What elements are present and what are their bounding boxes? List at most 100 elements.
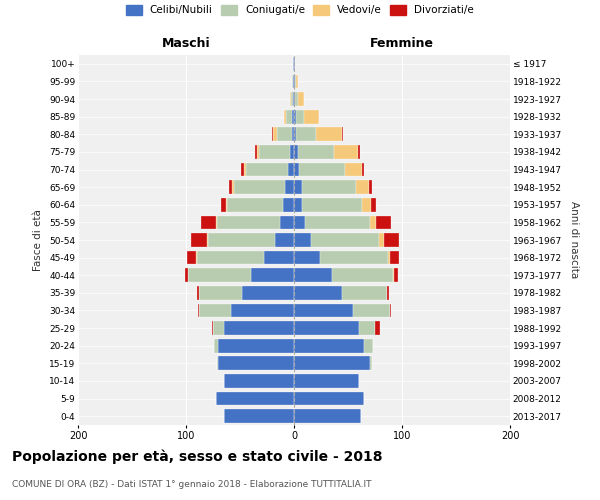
Bar	[370, 356, 372, 370]
Bar	[387, 286, 389, 300]
Bar	[188, 268, 251, 282]
Bar	[294, 233, 311, 247]
Bar	[294, 410, 361, 423]
Bar	[368, 180, 372, 194]
Bar	[241, 162, 244, 176]
Bar	[229, 180, 232, 194]
Bar	[264, 250, 294, 264]
Bar	[320, 250, 388, 264]
Bar	[371, 198, 376, 211]
Bar	[214, 339, 218, 352]
Bar	[341, 286, 387, 300]
Bar	[294, 145, 298, 159]
Bar	[275, 233, 294, 247]
Legend: Celibi/Nubili, Coniugati/e, Vedovi/e, Divorziati/e: Celibi/Nubili, Coniugati/e, Vedovi/e, Di…	[126, 5, 474, 15]
Bar	[218, 356, 294, 370]
Bar	[356, 180, 368, 194]
Bar	[287, 162, 294, 176]
Y-axis label: Fasce di età: Fasce di età	[34, 209, 43, 271]
Bar	[217, 216, 280, 230]
Bar	[345, 162, 362, 176]
Bar	[298, 92, 304, 106]
Text: COMUNE DI ORA (BZ) - Dati ISTAT 1° gennaio 2018 - Elaborazione TUTTITALIA.IT: COMUNE DI ORA (BZ) - Dati ISTAT 1° genna…	[12, 480, 371, 489]
Bar	[201, 216, 216, 230]
Bar	[272, 128, 274, 141]
Bar	[296, 128, 316, 141]
Bar	[294, 339, 364, 352]
Bar	[353, 304, 390, 318]
Bar	[294, 392, 364, 406]
Bar	[216, 392, 294, 406]
Bar	[296, 110, 304, 124]
Bar	[294, 216, 305, 230]
Bar	[358, 145, 360, 159]
Bar	[294, 198, 302, 211]
Bar	[274, 128, 277, 141]
Bar	[316, 128, 341, 141]
Bar	[298, 145, 334, 159]
Bar	[191, 233, 206, 247]
Bar	[185, 268, 188, 282]
Bar	[294, 356, 370, 370]
Bar	[294, 286, 341, 300]
Text: Maschi: Maschi	[161, 36, 211, 50]
Bar	[187, 250, 196, 264]
Bar	[305, 216, 370, 230]
Bar	[224, 410, 294, 423]
Bar	[198, 304, 199, 318]
Bar	[227, 198, 283, 211]
Bar	[332, 268, 394, 282]
Bar	[294, 110, 296, 124]
Bar	[311, 233, 379, 247]
Bar	[362, 162, 364, 176]
Bar	[259, 145, 290, 159]
Bar	[280, 216, 294, 230]
Bar	[299, 162, 345, 176]
Bar	[292, 74, 293, 88]
Bar	[390, 250, 399, 264]
Bar	[213, 321, 224, 335]
Bar	[292, 110, 294, 124]
Bar	[302, 198, 362, 211]
Bar	[247, 162, 287, 176]
Bar	[284, 110, 286, 124]
Bar	[294, 250, 320, 264]
Bar	[334, 145, 358, 159]
Bar	[304, 110, 319, 124]
Bar	[242, 286, 294, 300]
Bar	[362, 198, 371, 211]
Bar	[294, 162, 299, 176]
Bar	[199, 286, 242, 300]
Bar	[302, 180, 356, 194]
Bar	[388, 250, 390, 264]
Bar	[293, 74, 294, 88]
Bar	[294, 268, 332, 282]
Bar	[294, 374, 359, 388]
Bar	[383, 233, 399, 247]
Bar	[251, 268, 294, 282]
Text: Popolazione per età, sesso e stato civile - 2018: Popolazione per età, sesso e stato civil…	[12, 450, 383, 464]
Bar	[290, 92, 291, 106]
Bar	[390, 304, 391, 318]
Bar	[221, 198, 226, 211]
Bar	[197, 250, 264, 264]
Bar	[233, 180, 286, 194]
Bar	[208, 233, 275, 247]
Bar	[283, 198, 294, 211]
Bar	[394, 268, 398, 282]
Bar	[277, 128, 292, 141]
Bar	[375, 321, 380, 335]
Bar	[218, 339, 294, 352]
Bar	[226, 198, 227, 211]
Bar	[224, 374, 294, 388]
Bar	[212, 321, 213, 335]
Bar	[294, 74, 295, 88]
Bar	[294, 180, 302, 194]
Bar	[244, 162, 247, 176]
Bar	[341, 128, 343, 141]
Bar	[294, 92, 295, 106]
Bar	[232, 304, 294, 318]
Bar	[293, 92, 294, 106]
Bar	[196, 250, 197, 264]
Bar	[197, 286, 199, 300]
